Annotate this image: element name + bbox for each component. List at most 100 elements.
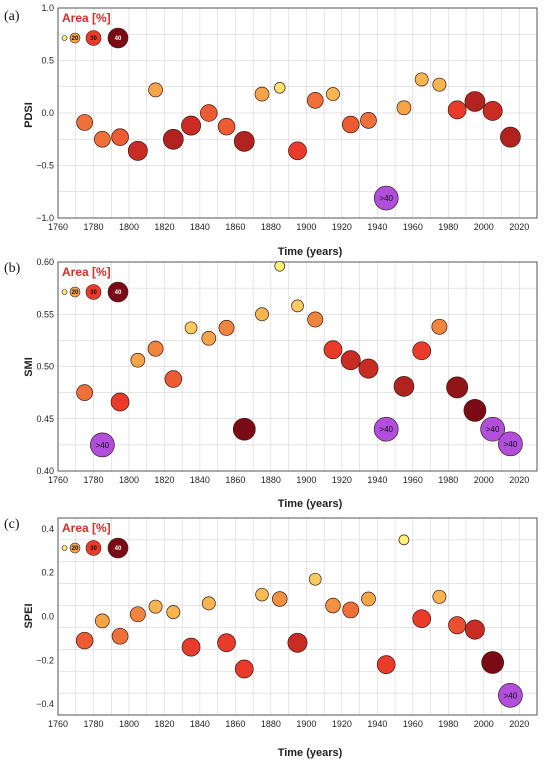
data-point — [432, 77, 447, 92]
data-point — [94, 130, 111, 148]
x-tick-label: 1780 — [83, 222, 103, 232]
data-point — [76, 384, 93, 401]
legend-label: 20 — [72, 36, 79, 42]
legend-marker — [107, 281, 129, 303]
legend-marker — [61, 35, 68, 41]
data-point — [498, 682, 523, 708]
data-point — [376, 655, 396, 675]
plot-area — [57, 517, 538, 716]
legend-label: 20 — [72, 290, 79, 296]
x-tick-label: 1920 — [332, 222, 352, 232]
y-tick-label: −0.4 — [36, 699, 54, 709]
data-point — [307, 311, 324, 328]
data-point — [164, 370, 183, 388]
data-point — [306, 92, 324, 109]
x-tick-label: 1940 — [367, 475, 387, 485]
legend-label: 20 — [72, 546, 79, 552]
x-tick-label: 1800 — [119, 475, 139, 485]
data-point — [162, 128, 184, 150]
y-axis-label: SMI — [23, 357, 35, 377]
x-tick-label: 1900 — [296, 222, 316, 232]
y-tick-label: 0.60 — [36, 257, 54, 267]
x-tick-label: 2000 — [474, 222, 494, 232]
data-point — [255, 307, 269, 322]
data-point — [184, 321, 198, 335]
x-tick-label: 1960 — [403, 475, 423, 485]
ticks: 1760 1780 1800 1820 1840 1860 1880 1900 1920 1940… — [36, 257, 529, 485]
data-point-label: >40 — [379, 194, 393, 203]
x-tick-label: 1820 — [154, 475, 174, 485]
data-point — [498, 431, 523, 457]
data-point — [398, 534, 410, 546]
y-tick-label: 0.55 — [36, 309, 54, 319]
x-tick-label: 2000 — [474, 719, 494, 729]
data-point — [111, 627, 129, 645]
legend-title: Area [%] — [62, 265, 111, 279]
x-tick-label: 1940 — [367, 719, 387, 729]
legend-marker — [61, 545, 68, 551]
data-point — [500, 126, 521, 148]
x-tick-label: 1960 — [403, 222, 423, 232]
data-point — [360, 111, 377, 129]
x-tick-label: 1900 — [296, 719, 316, 729]
data-point — [218, 319, 235, 336]
legend: Area [%] 20 30 40 — [61, 11, 129, 49]
ticks: 1760 1780 1800 1820 1840 1860 1880 1900 1920 1940… — [36, 524, 529, 729]
y-axis-label: SPEI — [23, 603, 35, 628]
data-point — [111, 128, 129, 146]
x-tick-label: 1880 — [261, 475, 281, 485]
data-point — [414, 72, 429, 87]
x-tick-label: 1840 — [190, 719, 210, 729]
data-point — [291, 299, 304, 313]
legend-label: 30 — [90, 546, 97, 552]
data-point — [431, 318, 448, 335]
legend-label: 40 — [115, 546, 122, 552]
data-point — [446, 376, 469, 399]
data-point — [274, 82, 286, 94]
x-tick-label: 1800 — [119, 222, 139, 232]
data-point — [201, 330, 217, 346]
panel-a: (a) PDSI Time (years) 1760 1780 1800 1820 18… — [4, 3, 538, 258]
data-point — [326, 87, 340, 102]
x-tick-label: 1820 — [154, 222, 174, 232]
data-point — [274, 260, 286, 272]
data-point — [75, 631, 94, 650]
data-point — [181, 115, 202, 136]
data-point — [448, 616, 467, 635]
data-point-label: >40 — [379, 425, 393, 434]
data-point — [361, 591, 376, 607]
data-point — [287, 632, 308, 653]
data-point — [342, 601, 360, 619]
data-points: >40 >40 >40 >40 — [76, 260, 523, 458]
data-point — [464, 91, 486, 112]
y-tick-label: 0.0 — [41, 612, 54, 622]
x-tick-label: 2000 — [474, 475, 494, 485]
y-tick-label: 0.2 — [41, 568, 54, 578]
ticks: 1760 1780 1800 1820 1840 1860 1880 1900 1920 1940… — [36, 3, 529, 232]
y-tick-label: 0.50 — [36, 362, 54, 372]
data-point — [480, 416, 505, 442]
data-point — [272, 591, 288, 607]
data-point — [129, 606, 146, 623]
legend-marker — [107, 537, 129, 559]
x-tick-label: 1980 — [438, 475, 458, 485]
data-points: >40 — [75, 534, 523, 708]
x-tick-label: 1780 — [83, 475, 103, 485]
data-point — [181, 637, 201, 657]
grid — [57, 261, 538, 472]
data-point — [358, 358, 379, 379]
x-tick-label: 1980 — [438, 719, 458, 729]
data-point — [308, 572, 322, 586]
x-tick-label: 1840 — [190, 222, 210, 232]
data-point — [147, 340, 164, 357]
panel-b: (b) SMI Time (years) 1760 1780 1800 1820 184… — [4, 257, 538, 510]
legend-label: 30 — [90, 290, 97, 296]
legend-marker — [69, 286, 81, 298]
legend-label: 30 — [90, 36, 97, 42]
legend: Area [%] 20 30 40 — [61, 265, 129, 303]
data-point — [234, 659, 254, 679]
legend-marker — [85, 30, 102, 46]
data-point — [232, 417, 256, 441]
y-tick-label: −0.5 — [36, 161, 54, 171]
data-point — [447, 100, 467, 120]
